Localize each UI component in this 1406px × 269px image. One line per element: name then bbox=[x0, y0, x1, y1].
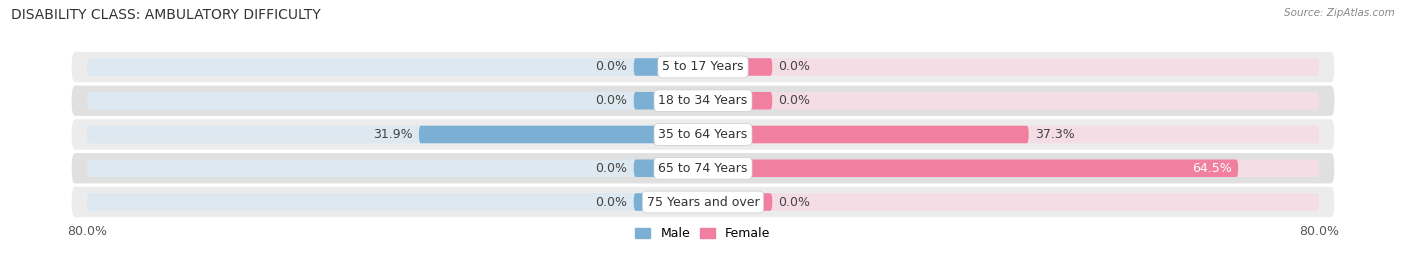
FancyBboxPatch shape bbox=[72, 153, 1334, 183]
FancyBboxPatch shape bbox=[72, 86, 1334, 116]
FancyBboxPatch shape bbox=[741, 160, 1239, 177]
FancyBboxPatch shape bbox=[741, 160, 1319, 177]
FancyBboxPatch shape bbox=[634, 160, 665, 177]
Text: 37.3%: 37.3% bbox=[1035, 128, 1074, 141]
FancyBboxPatch shape bbox=[741, 193, 1319, 211]
Text: 0.0%: 0.0% bbox=[596, 196, 627, 208]
FancyBboxPatch shape bbox=[741, 58, 772, 76]
FancyBboxPatch shape bbox=[72, 52, 1334, 82]
FancyBboxPatch shape bbox=[741, 92, 1319, 109]
FancyBboxPatch shape bbox=[87, 193, 665, 211]
FancyBboxPatch shape bbox=[72, 187, 1334, 217]
FancyBboxPatch shape bbox=[741, 126, 1029, 143]
Text: DISABILITY CLASS: AMBULATORY DIFFICULTY: DISABILITY CLASS: AMBULATORY DIFFICULTY bbox=[11, 8, 321, 22]
Text: 31.9%: 31.9% bbox=[373, 128, 413, 141]
Text: 0.0%: 0.0% bbox=[779, 61, 810, 73]
Text: Source: ZipAtlas.com: Source: ZipAtlas.com bbox=[1284, 8, 1395, 18]
FancyBboxPatch shape bbox=[741, 126, 1319, 143]
FancyBboxPatch shape bbox=[634, 58, 665, 76]
Text: 0.0%: 0.0% bbox=[596, 61, 627, 73]
FancyBboxPatch shape bbox=[87, 92, 665, 109]
Text: 65 to 74 Years: 65 to 74 Years bbox=[658, 162, 748, 175]
FancyBboxPatch shape bbox=[87, 160, 665, 177]
FancyBboxPatch shape bbox=[87, 58, 665, 76]
Text: 0.0%: 0.0% bbox=[596, 94, 627, 107]
Text: 0.0%: 0.0% bbox=[779, 196, 810, 208]
Text: 5 to 17 Years: 5 to 17 Years bbox=[662, 61, 744, 73]
FancyBboxPatch shape bbox=[419, 126, 665, 143]
Text: 0.0%: 0.0% bbox=[596, 162, 627, 175]
Text: 18 to 34 Years: 18 to 34 Years bbox=[658, 94, 748, 107]
Text: 0.0%: 0.0% bbox=[779, 94, 810, 107]
FancyBboxPatch shape bbox=[741, 58, 1319, 76]
FancyBboxPatch shape bbox=[634, 92, 665, 109]
Legend: Male, Female: Male, Female bbox=[630, 222, 776, 245]
Text: 64.5%: 64.5% bbox=[1192, 162, 1232, 175]
Text: 75 Years and over: 75 Years and over bbox=[647, 196, 759, 208]
Text: 35 to 64 Years: 35 to 64 Years bbox=[658, 128, 748, 141]
FancyBboxPatch shape bbox=[634, 193, 665, 211]
FancyBboxPatch shape bbox=[72, 119, 1334, 150]
FancyBboxPatch shape bbox=[87, 126, 665, 143]
FancyBboxPatch shape bbox=[741, 193, 772, 211]
FancyBboxPatch shape bbox=[741, 92, 772, 109]
